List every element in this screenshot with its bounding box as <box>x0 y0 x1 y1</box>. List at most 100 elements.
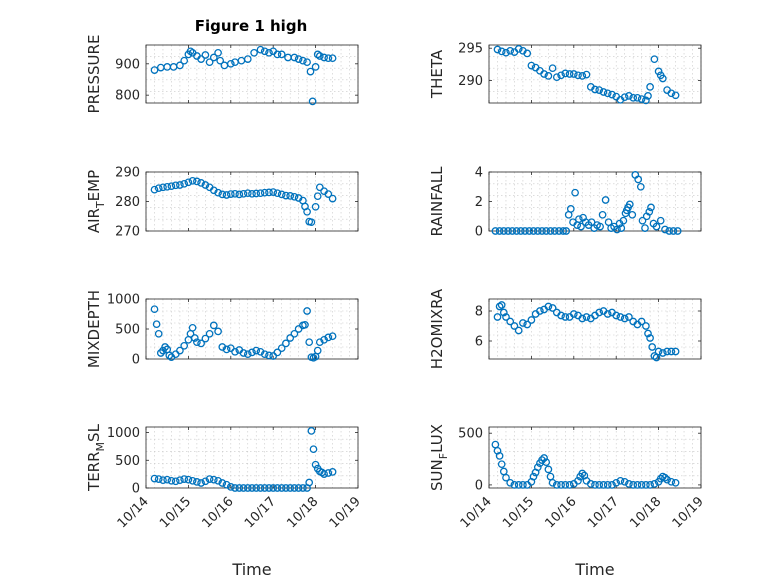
data-point <box>294 55 303 63</box>
data-point <box>625 200 634 209</box>
data-point <box>561 69 570 78</box>
data-point <box>629 93 638 102</box>
data-point <box>575 215 583 224</box>
data-point <box>190 334 199 342</box>
y-tick-label: 0 <box>132 482 140 497</box>
y-tick-label: 1000 <box>107 426 140 441</box>
data-point <box>598 210 607 219</box>
x-tick-label: 10/17 <box>585 494 622 531</box>
data-point <box>239 484 248 492</box>
data-point <box>313 346 322 355</box>
data-point <box>512 227 521 235</box>
y-axis-label: TERRMSL <box>85 423 107 492</box>
data-point <box>646 83 654 91</box>
data-point <box>320 470 328 478</box>
data-point <box>629 481 638 489</box>
data-point <box>250 48 258 57</box>
data-point <box>226 59 235 68</box>
data-point <box>235 190 244 199</box>
data-point <box>514 326 523 335</box>
data-point <box>506 317 515 326</box>
data-point <box>544 302 553 311</box>
y-tick-label: 0 <box>132 353 140 368</box>
data-point <box>159 476 167 485</box>
y-tick-label: 500 <box>115 323 140 338</box>
y-tick-label: 295 <box>458 42 483 57</box>
data-point <box>495 452 504 460</box>
data-point <box>303 58 311 67</box>
data-point <box>201 477 210 486</box>
data-point <box>647 203 655 212</box>
data-point <box>231 347 239 356</box>
data-point <box>625 92 633 100</box>
data-point <box>671 347 680 356</box>
data-point <box>282 484 290 492</box>
y-axis-label: RAINFALL <box>428 166 446 237</box>
data-point <box>499 308 508 317</box>
data-point <box>180 179 189 188</box>
data-point <box>521 227 529 235</box>
data-point <box>315 52 324 60</box>
data-point <box>248 348 256 357</box>
plot-area <box>146 172 358 231</box>
data-point <box>569 70 578 78</box>
data-point <box>197 55 205 63</box>
data-point <box>527 61 536 70</box>
x-tick-label: 10/18 <box>284 494 321 531</box>
data-point <box>646 334 654 342</box>
data-point <box>193 478 201 486</box>
data-point <box>574 71 582 80</box>
data-point <box>559 227 568 235</box>
chart-title: Figure 1 high <box>195 17 308 35</box>
axes-frame <box>145 44 359 104</box>
panel-5: 0 500 1000 MIXDEPTH <box>85 290 359 368</box>
axes-frame <box>145 426 359 489</box>
data-point <box>652 222 661 231</box>
data-point <box>658 349 667 357</box>
data-point <box>542 227 551 235</box>
data-point <box>642 96 650 105</box>
x-tick-label: 10/15 <box>157 494 194 531</box>
data-point <box>248 189 256 198</box>
data-point <box>540 454 548 462</box>
data-point <box>193 338 201 347</box>
data-point <box>654 67 663 76</box>
data-point <box>313 50 322 59</box>
data-point <box>265 484 273 492</box>
data-point <box>252 484 261 492</box>
data-point <box>508 227 517 235</box>
y-tick-label: 4 <box>475 166 483 181</box>
data-point <box>665 227 674 235</box>
data-point <box>638 216 647 225</box>
data-point <box>231 189 239 198</box>
data-point <box>256 347 265 356</box>
data-point <box>209 53 218 62</box>
data-point <box>303 207 311 216</box>
data-point <box>650 480 659 488</box>
data-point <box>167 476 176 485</box>
data-point <box>180 56 189 65</box>
data-point <box>154 329 163 338</box>
data-point <box>252 189 261 198</box>
data-point <box>654 347 663 356</box>
data-point <box>306 67 315 76</box>
data-point <box>324 469 333 477</box>
data-point <box>616 313 625 321</box>
data-point <box>596 222 604 231</box>
data-point <box>303 307 311 315</box>
data-point <box>595 86 604 94</box>
data-point <box>277 50 286 59</box>
data-point <box>523 49 532 58</box>
data-point <box>299 484 307 492</box>
data-point <box>582 313 591 321</box>
data-point <box>286 192 295 200</box>
x-axis-label-left: Time <box>231 560 271 579</box>
data-point <box>555 227 563 235</box>
data-point <box>273 50 282 59</box>
x-tick-label: 10/18 <box>627 494 664 531</box>
data-point <box>222 191 231 199</box>
data-point <box>506 478 515 487</box>
data-point <box>667 89 676 98</box>
data-point <box>226 190 235 198</box>
